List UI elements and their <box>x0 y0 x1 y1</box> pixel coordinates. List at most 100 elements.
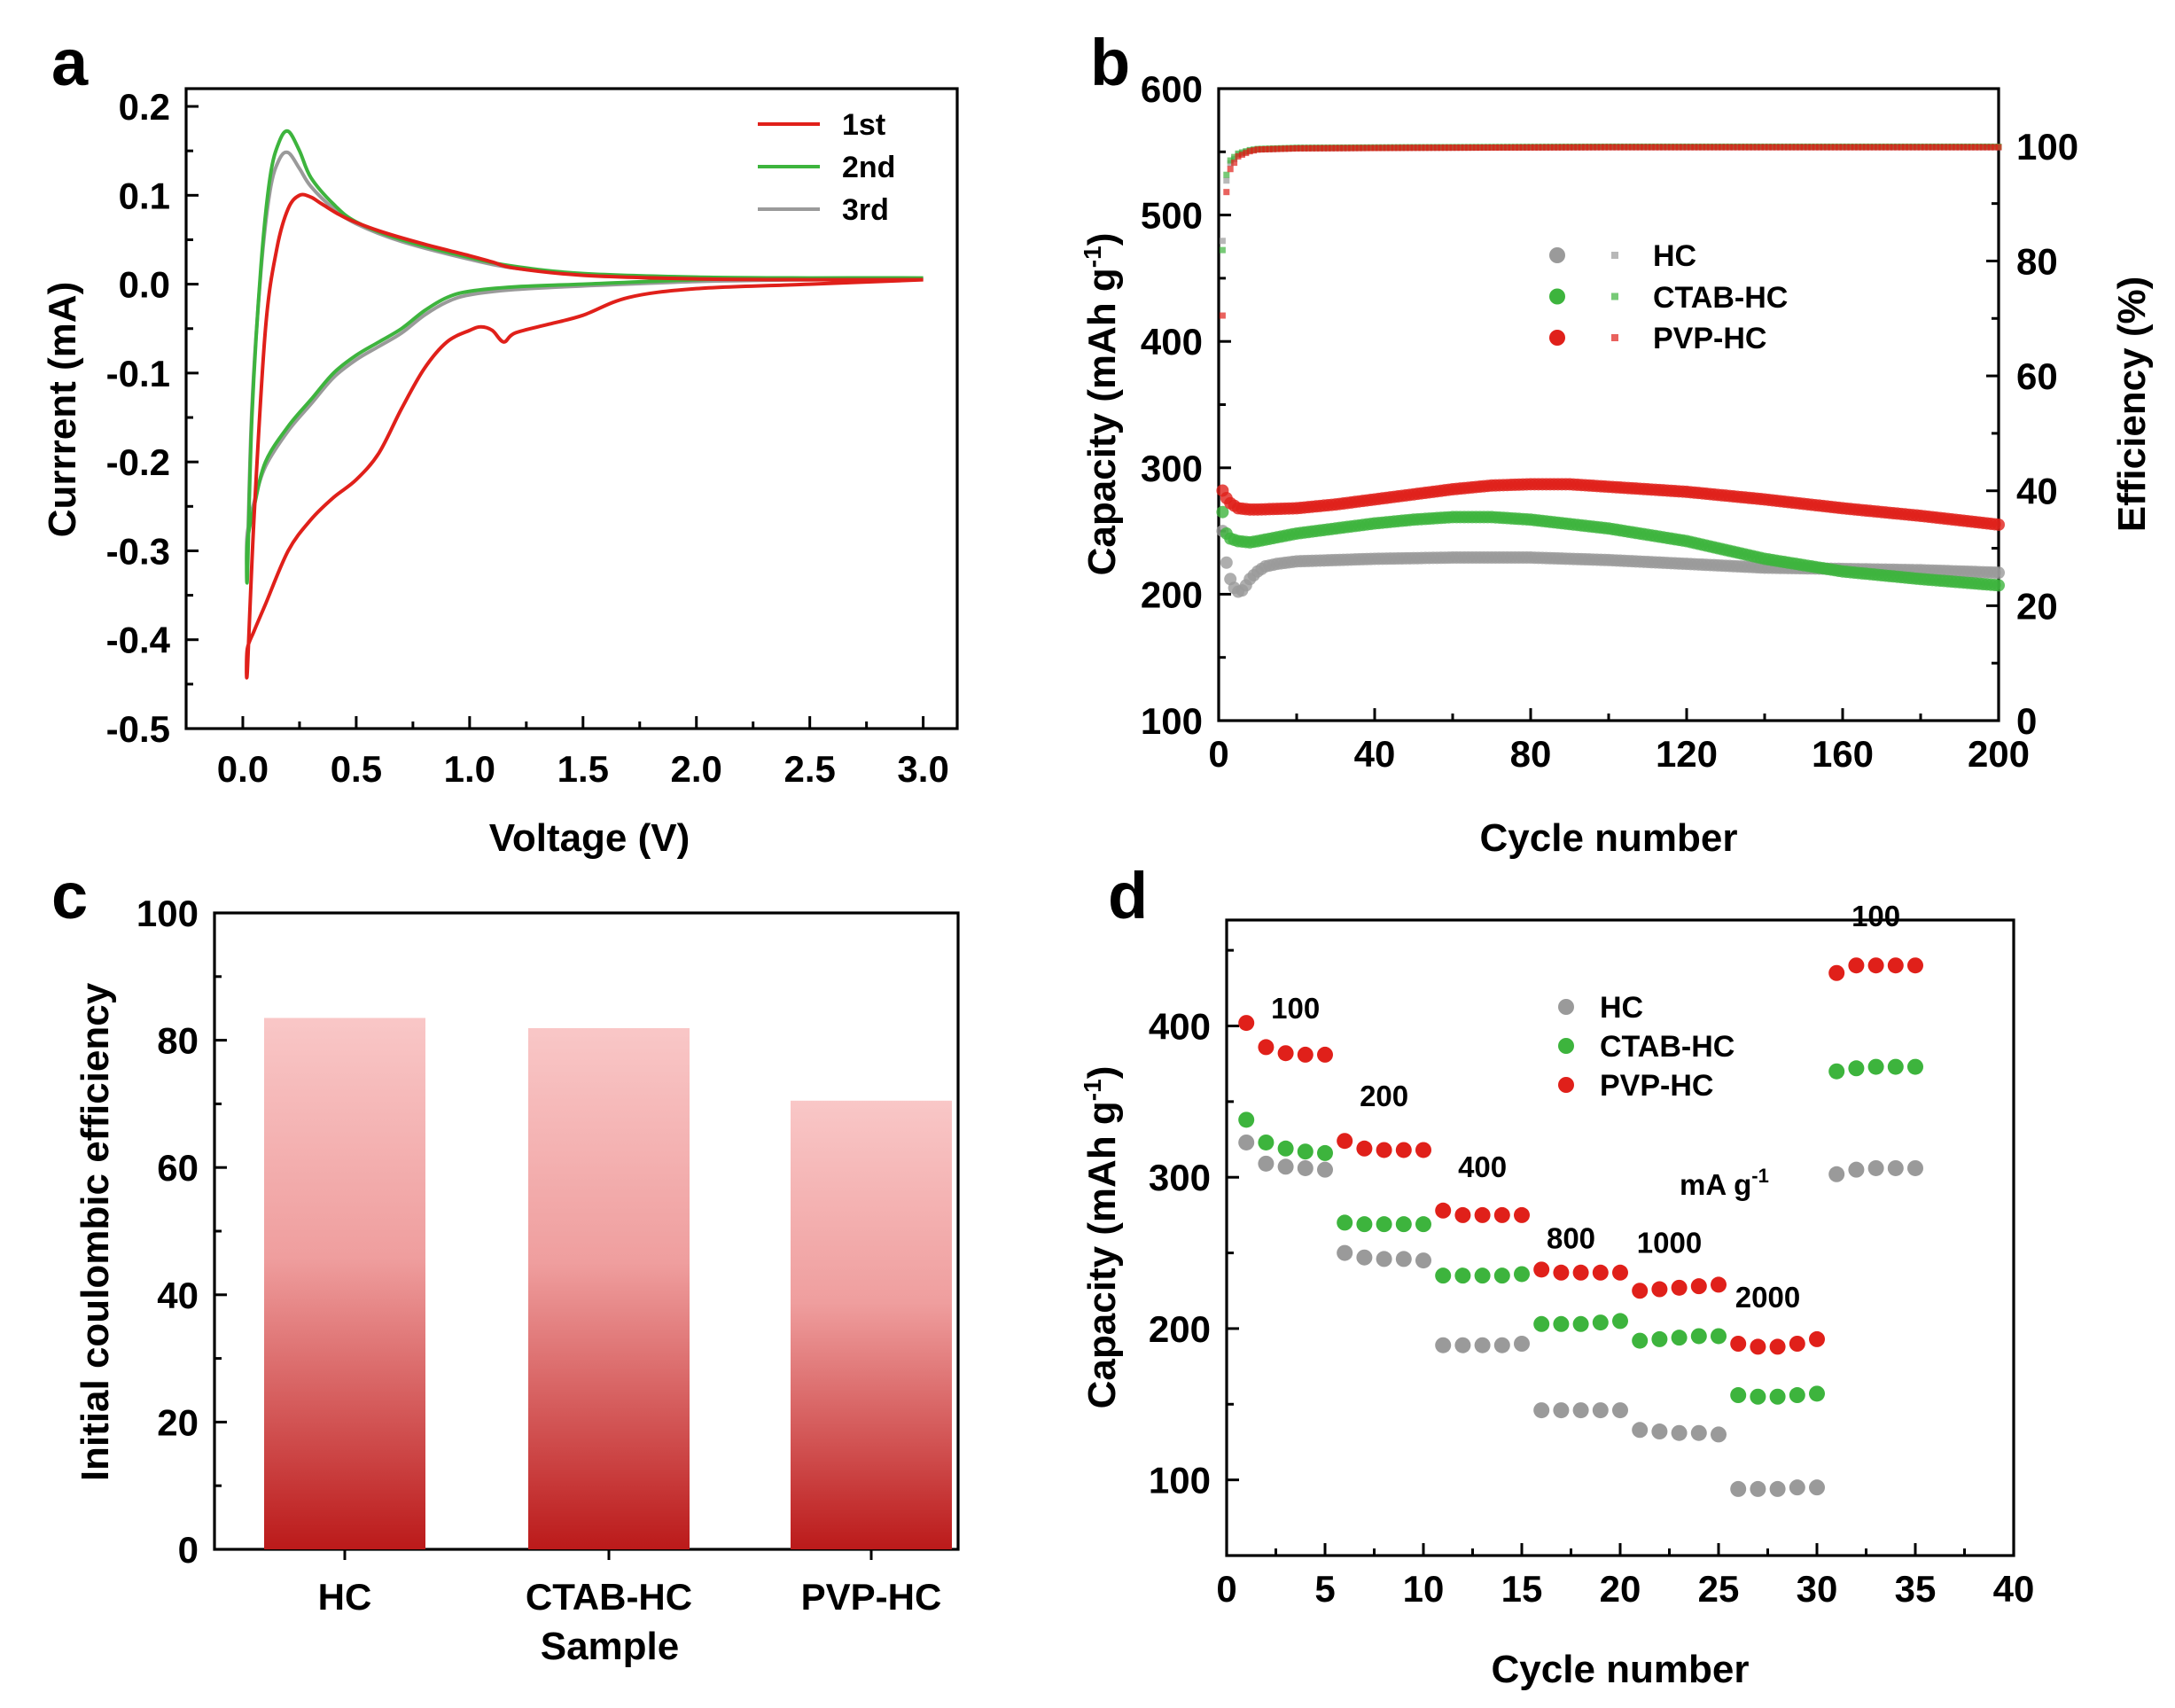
efficiency-point-HC <box>1219 238 1226 245</box>
efficiency-point-PVP-HC <box>1769 144 1776 151</box>
rate-point-CTAB-HC <box>1317 1144 1333 1161</box>
x-tick-label: 20 <box>1600 1568 1641 1610</box>
panel-d-annotations: 100 200 400 800 1000 2000 100 <box>1271 900 1900 1314</box>
efficiency-point-PVP-HC <box>1469 144 1476 152</box>
y-tick-label: 500 <box>1141 195 1203 237</box>
efficiency-point-PVP-HC <box>1238 152 1245 159</box>
efficiency-point-PVP-HC <box>1777 144 1784 151</box>
rate-point-CTAB-HC <box>1356 1216 1373 1233</box>
efficiency-point-PVP-HC <box>1987 144 1994 151</box>
efficiency-point-PVP-HC <box>1706 144 1713 151</box>
rate-point-HC <box>1415 1252 1431 1269</box>
efficiency-point-PVP-HC <box>1597 144 1604 151</box>
rate-annotation: 100 <box>1271 992 1320 1025</box>
rate-point-PVP-HC <box>1415 1142 1431 1158</box>
x-tick-label: 120 <box>1656 733 1718 775</box>
rate-point-HC <box>1730 1480 1747 1497</box>
rate-point-PVP-HC <box>1632 1283 1649 1299</box>
rate-point-PVP-HC <box>1238 1015 1255 1032</box>
legend-capacity-marker <box>1549 288 1565 305</box>
efficiency-point-PVP-HC <box>1730 144 1737 151</box>
efficiency-point-PVP-HC <box>1765 144 1772 151</box>
rate-point-CTAB-HC <box>1789 1387 1805 1404</box>
x-tick-label: 35 <box>1895 1568 1937 1610</box>
rate-annotation: 400 <box>1458 1150 1507 1183</box>
legend-label-1st: 1st <box>842 108 885 142</box>
efficiency-point-PVP-HC <box>1500 144 1507 151</box>
rate-point-CTAB-HC <box>1848 1060 1865 1077</box>
efficiency-point-PVP-HC <box>1914 144 1921 151</box>
y2-tick-label: 0 <box>2016 700 2037 742</box>
efficiency-point-PVP-HC <box>1297 144 1304 152</box>
efficiency-point-PVP-HC <box>1246 148 1253 155</box>
rate-point-PVP-HC <box>1474 1206 1491 1223</box>
efficiency-point-PVP-HC <box>1847 144 1854 151</box>
efficiency-point-PVP-HC <box>1992 144 1999 151</box>
efficiency-point-PVP-HC <box>1407 144 1414 152</box>
efficiency-point-PVP-HC <box>1628 144 1635 151</box>
current-density-unit: mA g-1 <box>1680 1165 1769 1201</box>
y-tick-label: 400 <box>1141 321 1203 363</box>
efficiency-point-PVP-HC <box>1477 144 1484 152</box>
rate-point-PVP-HC <box>1828 964 1845 981</box>
rate-point-PVP-HC <box>1867 957 1884 974</box>
rate-point-HC <box>1671 1424 1688 1441</box>
rate-point-PVP-HC <box>1317 1046 1333 1063</box>
efficiency-point-PVP-HC <box>1917 144 1924 151</box>
efficiency-point-PVP-HC <box>1449 144 1456 152</box>
efficiency-point-PVP-HC <box>1472 144 1479 152</box>
panel-label-b: b <box>1090 26 1130 99</box>
rate-point-HC <box>1828 1166 1845 1182</box>
x-tick-label: 3.0 <box>897 748 948 790</box>
efficiency-point-PVP-HC <box>1921 144 1928 151</box>
efficiency-point-PVP-HC <box>1652 144 1659 151</box>
efficiency-point-PVP-HC <box>1282 145 1289 152</box>
x-tick-label: 2.5 <box>783 748 835 790</box>
rate-point-HC <box>1317 1161 1333 1178</box>
efficiency-point-PVP-HC <box>1750 144 1757 151</box>
y-tick-label: -0.1 <box>106 353 170 394</box>
efficiency-point-PVP-HC <box>1699 144 1706 151</box>
rate-point-PVP-HC <box>1493 1206 1510 1223</box>
capacity-point-PVP-HC <box>1992 518 2005 531</box>
rate-point-HC <box>1297 1159 1314 1176</box>
efficiency-point-PVP-HC <box>1680 144 1687 151</box>
rate-point-PVP-HC <box>1612 1264 1628 1281</box>
y-tick-label: 40 <box>157 1275 199 1316</box>
panel-a-xlabel: Voltage (V) <box>489 816 690 860</box>
efficiency-point-PVP-HC <box>1820 144 1827 151</box>
panel-d-xlabel: Cycle number <box>1492 1648 1750 1691</box>
x-tick-label: 80 <box>1510 733 1552 775</box>
efficiency-point-PVP-HC <box>1508 144 1515 151</box>
rate-point-CTAB-HC <box>1553 1315 1570 1332</box>
efficiency-point-PVP-HC <box>1344 144 1351 152</box>
panel-b-frame <box>1217 87 2000 722</box>
y-tick-label: -0.5 <box>106 708 170 750</box>
efficiency-point-PVP-HC <box>1285 145 1292 152</box>
legend-label-3rd: 3rd <box>842 193 889 227</box>
efficiency-point-PVP-HC <box>1953 144 1960 151</box>
panel-b-y2label: Efficiency (%) <box>2110 277 2154 533</box>
rate-point-CTAB-HC <box>1435 1267 1452 1284</box>
rate-point-PVP-HC <box>1258 1039 1275 1056</box>
efficiency-point-PVP-HC <box>1660 144 1667 151</box>
panel-a-frame <box>184 87 959 730</box>
rate-point-CTAB-HC <box>1907 1058 1923 1075</box>
rate-point-HC <box>1514 1336 1530 1352</box>
efficiency-point-PVP-HC <box>1547 144 1554 151</box>
efficiency-point-PVP-HC <box>1968 144 1975 151</box>
efficiency-point-PVP-HC <box>1870 144 1877 151</box>
legend-marker <box>1558 1038 1574 1054</box>
efficiency-point-PVP-HC <box>1867 144 1874 151</box>
efficiency-point-PVP-HC <box>1254 146 1261 153</box>
rate-point-CTAB-HC <box>1238 1111 1255 1128</box>
efficiency-point-PVP-HC <box>1683 144 1690 151</box>
x-tick-label: 0.0 <box>217 748 269 790</box>
efficiency-point-PVP-HC <box>1480 144 1487 152</box>
efficiency-point-PVP-HC <box>1496 144 1503 151</box>
efficiency-point-PVP-HC <box>1792 144 1799 151</box>
rate-point-PVP-HC <box>1592 1264 1609 1281</box>
efficiency-point-PVP-HC <box>1457 144 1464 152</box>
efficiency-point-PVP-HC <box>1823 144 1830 151</box>
